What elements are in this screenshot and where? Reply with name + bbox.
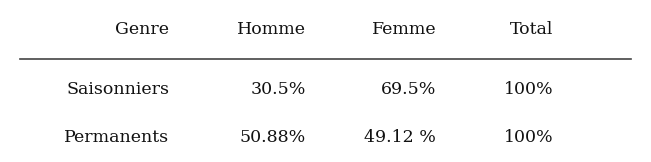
Text: 49.12 %: 49.12 % bbox=[365, 129, 436, 146]
Text: Femme: Femme bbox=[372, 21, 436, 38]
Text: 100%: 100% bbox=[504, 81, 553, 98]
Text: 100%: 100% bbox=[504, 129, 553, 146]
Text: Homme: Homme bbox=[237, 21, 306, 38]
Text: 50.88%: 50.88% bbox=[240, 129, 306, 146]
Text: 30.5%: 30.5% bbox=[251, 81, 306, 98]
Text: Saisonniers: Saisonniers bbox=[66, 81, 169, 98]
Text: Total: Total bbox=[510, 21, 553, 38]
Text: 69.5%: 69.5% bbox=[381, 81, 436, 98]
Text: Permanents: Permanents bbox=[64, 129, 169, 146]
Text: Genre: Genre bbox=[115, 21, 169, 38]
